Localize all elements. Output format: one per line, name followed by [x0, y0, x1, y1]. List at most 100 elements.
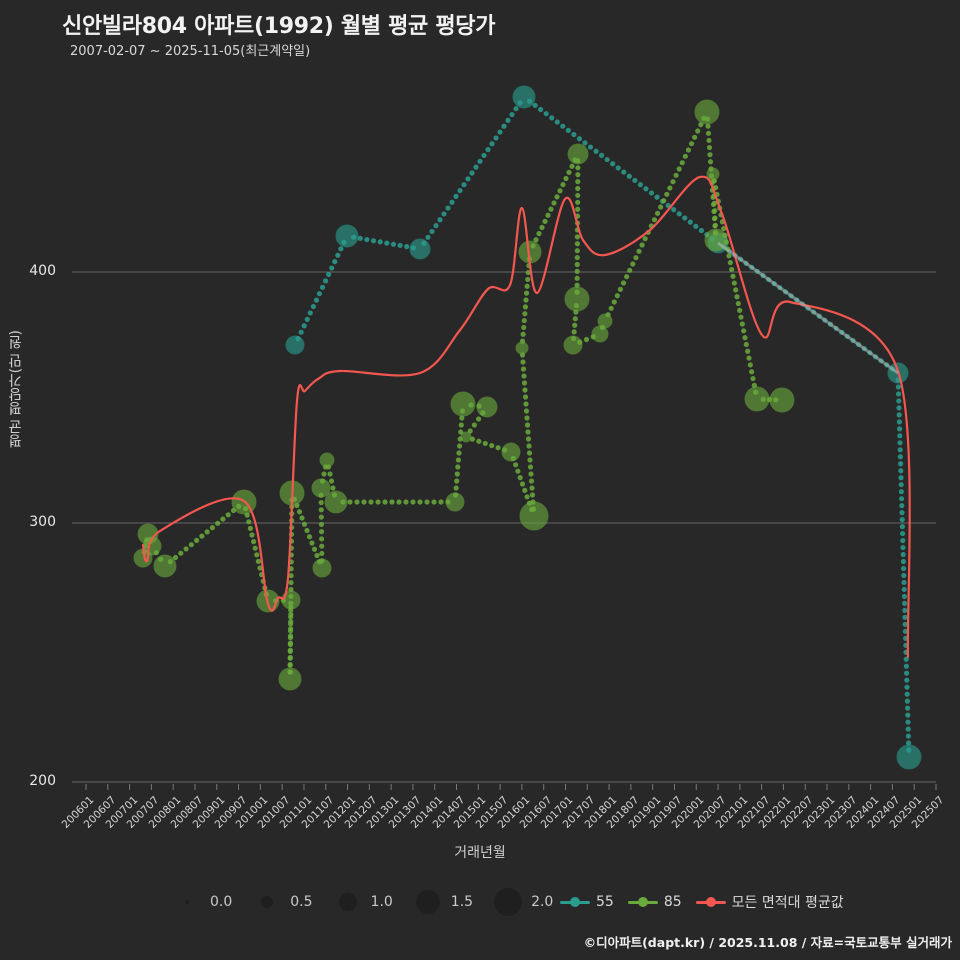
series-connector-dot: [318, 507, 324, 513]
series-connector-dot: [658, 204, 664, 210]
series-connector-dot: [730, 273, 736, 279]
data-bubble[interactable]: [278, 667, 302, 691]
data-bubble[interactable]: [769, 387, 795, 413]
series-connector-dot: [361, 499, 367, 505]
series-connector-dot: [327, 471, 333, 477]
data-bubble[interactable]: [312, 558, 332, 578]
series-connector-dot: [897, 433, 903, 439]
series-connector-dot: [648, 190, 655, 196]
series-connector-dot: [301, 521, 308, 527]
series-connector-dot: [314, 552, 320, 559]
data-bubble[interactable]: [285, 335, 305, 355]
data-bubble[interactable]: [450, 391, 476, 417]
series-connector-dot: [178, 550, 184, 556]
series-connector-dot: [316, 291, 323, 297]
series-connector-dot: [712, 215, 718, 221]
series-connector-dot: [255, 558, 261, 565]
data-bubble[interactable]: [281, 590, 301, 610]
series-connector-dot: [522, 394, 529, 400]
data-bubble[interactable]: [567, 143, 589, 165]
series-connector-dot: [461, 182, 467, 188]
data-bubble[interactable]: [519, 501, 549, 531]
series-connector-dot: [747, 362, 753, 368]
series-connector-dot: [729, 266, 735, 273]
series-connector-dot: [521, 324, 527, 331]
legend-item-모든-면적대-평균값[interactable]: 모든 면적대 평균값: [695, 892, 844, 912]
series-connector-dot: [527, 457, 533, 463]
y-tick-200: 200: [29, 773, 56, 789]
series-connector-dot: [545, 212, 551, 218]
data-bubble[interactable]: [694, 99, 720, 125]
series-connector-dot: [467, 428, 473, 434]
series-connector-dot: [517, 475, 523, 481]
series-connector-dot: [707, 159, 714, 165]
data-bubble[interactable]: [153, 554, 177, 578]
data-bubble[interactable]: [597, 313, 613, 329]
series-connector-dot: [897, 447, 903, 453]
series-connector-dot: [538, 106, 544, 113]
series-connector-dot: [575, 172, 581, 178]
data-bubble[interactable]: [324, 490, 348, 514]
series-connector-dot: [524, 283, 530, 289]
series-connector-dot: [533, 237, 539, 243]
series-connector-dot: [523, 290, 530, 296]
legend-size-label: 2.0: [531, 894, 554, 910]
series-connector-dot: [495, 445, 501, 451]
data-bubble[interactable]: [319, 452, 335, 468]
series-connector-dot: [574, 254, 580, 261]
series-connector-dot: [599, 152, 605, 158]
data-bubble[interactable]: [512, 85, 536, 109]
series-line: [141, 175, 911, 659]
series-connector-dot: [458, 422, 464, 428]
series-connector-dot: [465, 176, 471, 182]
series-connector-dot: [902, 607, 908, 613]
data-bubble[interactable]: [706, 167, 720, 181]
legend-size-bubble: [185, 900, 189, 904]
series-connector-dot: [310, 303, 316, 310]
data-bubble[interactable]: [896, 744, 922, 770]
series-connector-dot: [557, 188, 563, 194]
series-connector-dot: [532, 102, 538, 108]
data-bubble[interactable]: [563, 335, 583, 355]
series-connector-dot: [902, 614, 908, 620]
series-connector-dot: [247, 525, 253, 532]
series-connector-dot: [453, 485, 459, 491]
series-connector-dot: [536, 231, 542, 237]
data-bubble[interactable]: [476, 396, 498, 418]
series-connector-dot: [410, 499, 416, 505]
legend-item-85[interactable]: 85: [627, 894, 682, 910]
series-connector-dot: [476, 416, 482, 422]
data-bubble[interactable]: [564, 286, 590, 312]
series-connector-dot: [287, 621, 294, 627]
series-connector-dot: [741, 328, 747, 334]
series-connector-dot: [565, 127, 571, 133]
data-bubble[interactable]: [460, 431, 472, 443]
legend-item-55[interactable]: 55: [560, 894, 614, 910]
series-connector-dot: [354, 499, 360, 505]
data-bubble[interactable]: [501, 442, 521, 462]
series-connector-dot: [624, 274, 630, 280]
data-bubble[interactable]: [445, 492, 465, 512]
data-bubble[interactable]: [744, 386, 770, 412]
data-bubble[interactable]: [335, 224, 359, 248]
series-connector-dot: [620, 280, 627, 286]
legend-swatch: [695, 897, 726, 907]
series-connector-dot: [539, 224, 545, 231]
series-connector-dot: [471, 422, 477, 428]
series-connector-dot: [554, 119, 560, 125]
series-connector-dot: [288, 579, 294, 586]
series-connector-dot: [194, 537, 200, 544]
data-bubble[interactable]: [515, 341, 529, 355]
legend-series-label: 85: [663, 894, 682, 910]
series-connector-dot: [204, 529, 210, 535]
series-connector-dot: [287, 655, 293, 661]
series-connector-dot: [574, 234, 581, 240]
data-bubble[interactable]: [311, 478, 331, 498]
series-connector-dot: [455, 464, 461, 470]
series-connector-dot: [583, 336, 590, 343]
series-connector-dot: [321, 471, 327, 477]
series-connector-dot: [288, 614, 294, 620]
data-bubble[interactable]: [409, 238, 431, 260]
series-85: [133, 99, 795, 691]
series-connector-dot: [575, 192, 581, 199]
